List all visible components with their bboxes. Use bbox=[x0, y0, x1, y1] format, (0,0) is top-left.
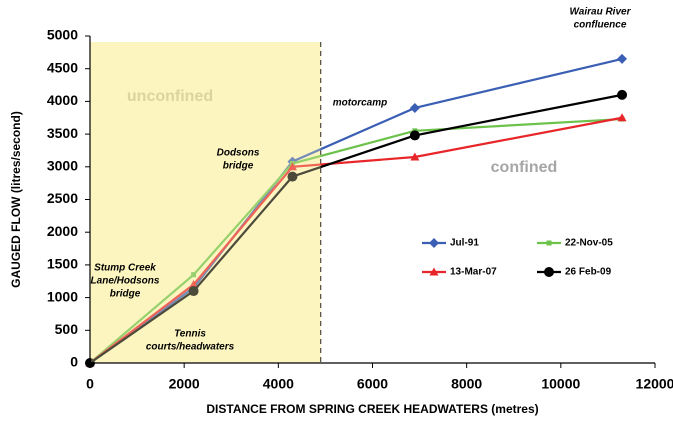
marker bbox=[410, 152, 420, 161]
marker bbox=[409, 130, 420, 141]
y-tick-label: 3000 bbox=[47, 158, 78, 174]
marker bbox=[189, 280, 199, 289]
marker bbox=[429, 267, 439, 276]
annotation: confluence bbox=[574, 20, 627, 31]
y-tick-label: 2500 bbox=[47, 190, 78, 206]
y-tick-label: 4500 bbox=[47, 59, 78, 75]
marker bbox=[617, 113, 627, 122]
annotation: Stump Creek bbox=[94, 263, 156, 274]
annotation: Dodsons bbox=[217, 148, 260, 159]
y-tick-label: 5000 bbox=[47, 27, 78, 43]
y-axis-label: GAUGED FLOW (litres/second) bbox=[9, 111, 23, 288]
marker bbox=[188, 286, 199, 297]
y-tick-label: 3500 bbox=[47, 125, 78, 141]
shaded-region bbox=[90, 42, 321, 363]
legend-label: 13-Mar-07 bbox=[450, 267, 497, 278]
x-tick-label: 12000 bbox=[636, 376, 673, 392]
y-tick-label: 0 bbox=[70, 354, 78, 370]
annotation: bridge bbox=[110, 289, 141, 300]
y-tick-label: 1500 bbox=[47, 256, 78, 272]
y-tick-label: 4000 bbox=[47, 92, 78, 108]
marker bbox=[429, 238, 439, 248]
y-tick-label: 500 bbox=[55, 321, 79, 337]
x-tick-label: 2000 bbox=[169, 376, 200, 392]
annotation: Lane/Hodsons bbox=[91, 276, 160, 287]
annotation: Tennis bbox=[174, 329, 206, 340]
x-tick-label: 6000 bbox=[357, 376, 388, 392]
marker bbox=[287, 171, 298, 182]
marker bbox=[617, 89, 628, 100]
legend-label: 22-Nov-05 bbox=[565, 238, 613, 249]
legend-label: 26 Feb-09 bbox=[565, 267, 612, 278]
x-tick-label: 4000 bbox=[263, 376, 294, 392]
marker bbox=[544, 267, 554, 277]
annotation: Wairau River bbox=[570, 7, 632, 18]
y-tick-label: 1000 bbox=[47, 288, 78, 304]
marker bbox=[409, 102, 420, 113]
marker bbox=[287, 162, 297, 171]
marker bbox=[191, 272, 197, 278]
y-tick-label: 2000 bbox=[47, 223, 78, 239]
region-overlay bbox=[91, 42, 321, 362]
x-tick-label: 8000 bbox=[451, 376, 482, 392]
region-label: unconfined bbox=[127, 88, 213, 105]
annotation: bridge bbox=[223, 161, 254, 172]
marker bbox=[85, 358, 95, 368]
annotation: motorcamp bbox=[333, 98, 387, 109]
marker bbox=[546, 240, 552, 246]
zone-label: confined bbox=[491, 159, 558, 176]
x-axis-label: DISTANCE FROM SPRING CREEK HEADWATERS (m… bbox=[206, 402, 538, 416]
annotation: courts/headwaters bbox=[146, 342, 235, 353]
x-tick-label: 10000 bbox=[541, 376, 580, 392]
x-tick-label: 0 bbox=[86, 376, 94, 392]
marker bbox=[617, 53, 628, 64]
legend-label: Jul-91 bbox=[450, 238, 479, 249]
